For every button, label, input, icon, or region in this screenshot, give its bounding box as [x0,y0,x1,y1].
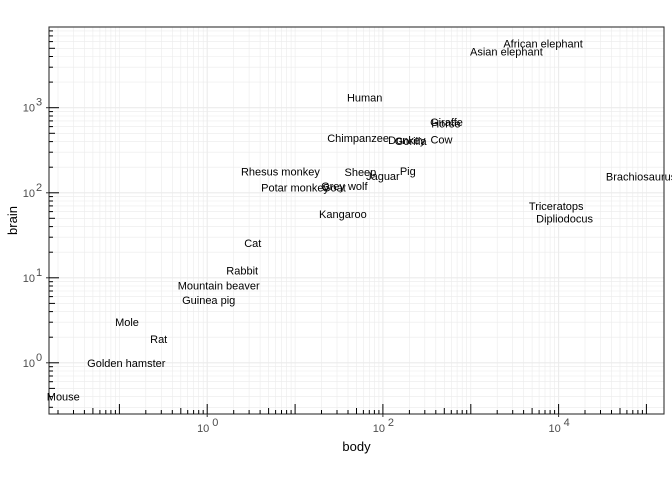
point-label: Kangaroo [319,209,367,221]
y-tick-label: 10 [23,188,35,200]
y-tick-exponent: 0 [36,352,42,364]
point-label: Chimpanzee [327,133,389,145]
point-label: Rhesus monkey [241,166,320,178]
point-label: Mole [115,317,139,329]
x-tick-exponent: 0 [212,417,218,429]
point-label: Guinea pig [182,295,235,307]
point-label: Grey wolf [321,181,368,193]
point-label: Triceratops [529,201,584,213]
point-label: African elephant [503,38,583,50]
point-label: Potar monkey [261,183,329,195]
x-axis-title: body [342,439,371,454]
point-label: Giraffe [430,117,463,129]
point-label: Mountain beaver [178,281,260,293]
y-tick-exponent: 2 [36,182,42,194]
point-label: Jaguar [366,171,400,183]
point-label: Pig [400,166,416,178]
x-tick-label: 10 [197,423,209,435]
y-tick-label: 10 [23,358,35,370]
point-label: Golden hamster [87,358,166,370]
point-label: Mouse [47,392,80,404]
y-tick-label: 10 [23,273,35,285]
point-label: Asian elephant [470,46,543,58]
point-label: Cat [244,238,261,250]
grid-lines [49,27,664,414]
x-tick-label: 10 [373,423,385,435]
point-label: Brachiosaurus [606,172,672,184]
point-label: Gorilla [395,136,428,148]
point-label: Sheep [344,167,376,179]
point-label: Goat [322,183,346,195]
point-label: Rabbit [226,266,258,278]
x-tick-exponent: 4 [564,417,570,429]
x-tick-label: 10 [548,423,560,435]
point-label: Rat [150,334,167,346]
y-tick-exponent: 1 [36,267,42,279]
point-label: Human [347,93,382,105]
point-label: Horse [431,118,460,130]
point-label: Donkey [388,135,426,147]
y-tick-exponent: 3 [36,97,42,109]
point-label: Cow [430,135,452,147]
y-axis-title: brain [5,206,20,235]
rug-marks [49,30,647,414]
y-tick-label: 10 [23,103,35,115]
axes: 10 0 10 2 10 410 010 110 210 3 [23,97,570,435]
x-tick-exponent: 2 [388,417,394,429]
point-label: Dipliodocus [536,213,593,225]
